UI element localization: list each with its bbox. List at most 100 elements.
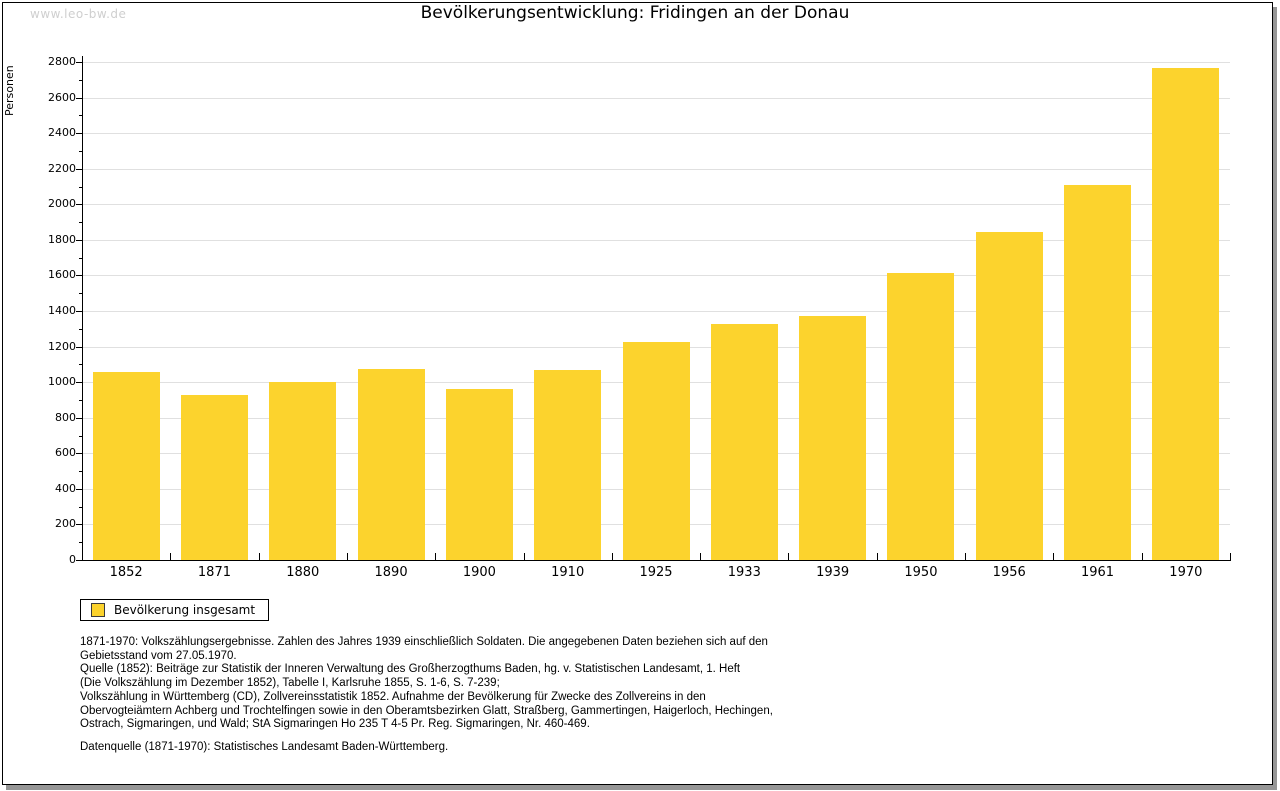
x-boundary-tick — [258, 553, 260, 560]
x-boundary-tick — [1053, 553, 1055, 560]
y-major-tick — [76, 62, 82, 63]
y-minor-tick — [79, 542, 82, 544]
footnote-text: 1871-1970: Volkszählungsergebnisse. Zahl… — [80, 636, 773, 731]
y-major-tick — [76, 168, 82, 170]
legend-label: Bevölkerung insgesamt — [114, 603, 256, 617]
y-minor-tick — [79, 115, 82, 117]
x-boundary-tick — [523, 553, 525, 560]
x-tick-label: 1939 — [816, 565, 850, 580]
x-boundary-tick — [965, 553, 967, 560]
y-tick-label: 800 — [55, 410, 76, 424]
gridline — [83, 168, 1230, 170]
x-tick-label: 1871 — [197, 565, 231, 580]
bar — [445, 388, 513, 560]
bar — [710, 323, 778, 560]
y-tick-label: 200 — [55, 517, 76, 531]
y-tick-label: 1600 — [48, 268, 76, 282]
data-source-line: Datenquelle (1871-1970): Statistisches L… — [80, 741, 449, 753]
y-minor-tick — [79, 471, 82, 473]
y-major-tick — [76, 453, 82, 455]
bar — [357, 368, 425, 560]
y-minor-tick — [79, 435, 82, 437]
x-boundary-tick — [1230, 553, 1231, 560]
x-tick-label: 1890 — [374, 565, 408, 580]
chart-title: Bevölkerungsentwicklung: Fridingen an de… — [420, 3, 850, 23]
x-axis — [82, 560, 1231, 561]
x-boundary-tick — [700, 553, 702, 560]
y-major-tick — [76, 560, 82, 561]
x-tick-label: 1925 — [639, 565, 673, 580]
y-major-tick — [76, 524, 82, 526]
y-axis — [82, 56, 83, 561]
gridline — [83, 97, 1230, 99]
bar — [622, 342, 690, 560]
y-major-tick — [76, 417, 82, 419]
y-tick-label: 2600 — [48, 90, 76, 104]
y-tick-label: 1400 — [48, 304, 76, 317]
y-minor-tick — [79, 222, 82, 224]
bar — [887, 273, 955, 560]
x-tick-label: 1956 — [992, 565, 1026, 580]
x-boundary-tick — [611, 553, 613, 560]
y-minor-tick — [79, 506, 82, 508]
y-tick-label: 1800 — [48, 232, 76, 246]
bar — [975, 231, 1043, 560]
y-minor-tick — [79, 150, 82, 152]
bar — [1064, 185, 1132, 560]
y-tick-label: 1200 — [48, 339, 76, 353]
watermark-leo-bw: www.leo-bw.de — [30, 7, 127, 21]
gridline — [83, 239, 1230, 241]
y-major-tick — [76, 275, 82, 277]
x-tick-label: 1933 — [727, 565, 761, 580]
y-minor-tick — [79, 293, 82, 295]
y-tick-label: 2200 — [48, 161, 76, 175]
gridline — [83, 275, 1230, 277]
y-major-tick — [76, 311, 82, 312]
bar — [799, 315, 867, 560]
bar — [180, 394, 248, 560]
x-tick-label: 1961 — [1080, 565, 1115, 580]
x-tick-label: 1970 — [1169, 565, 1203, 580]
x-boundary-tick — [346, 553, 348, 560]
y-minor-tick — [79, 328, 82, 330]
x-boundary-tick — [170, 553, 172, 560]
x-boundary-tick — [788, 553, 790, 560]
gridline — [83, 62, 1230, 63]
gridline — [83, 133, 1230, 135]
x-tick-label: 1852 — [109, 565, 143, 580]
x-tick-label: 1910 — [551, 565, 585, 580]
y-tick-label: 2800 — [48, 55, 76, 68]
y-tick-label: 1000 — [48, 375, 76, 389]
bar — [1152, 68, 1220, 560]
y-major-tick — [76, 488, 82, 490]
y-tick-label: 400 — [55, 481, 76, 495]
legend-box: Bevölkerung insgesamt — [80, 599, 270, 621]
bar — [534, 370, 602, 560]
x-tick-label: 1950 — [904, 565, 938, 580]
y-major-tick — [76, 133, 82, 135]
y-major-tick — [76, 97, 82, 99]
y-tick-label: 2400 — [48, 126, 76, 140]
y-minor-tick — [79, 399, 82, 401]
y-tick-label: 600 — [55, 446, 76, 460]
x-tick-label: 1880 — [286, 565, 320, 580]
y-tick-label: 0 — [69, 553, 76, 566]
y-tick-label: 2000 — [48, 197, 76, 211]
bar — [92, 372, 160, 560]
gridline — [83, 204, 1230, 206]
x-tick-label: 1900 — [462, 565, 496, 580]
x-boundary-tick — [876, 553, 878, 560]
y-minor-tick — [79, 186, 82, 188]
y-minor-tick — [79, 364, 82, 366]
legend-swatch-icon — [91, 603, 105, 617]
x-boundary-tick — [435, 553, 437, 560]
y-major-tick — [76, 346, 82, 348]
x-boundary-tick — [1141, 553, 1143, 560]
gridline — [83, 311, 1230, 312]
bar — [269, 382, 337, 560]
y-minor-tick — [79, 257, 82, 259]
y-major-tick — [76, 204, 82, 206]
y-minor-tick — [79, 79, 82, 81]
